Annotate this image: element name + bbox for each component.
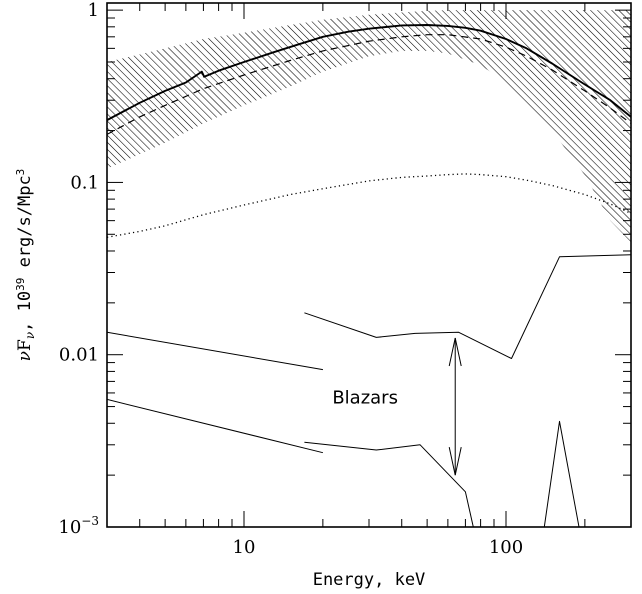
y-tick-label: 1 [88, 0, 99, 21]
y-label-sub: ν [23, 332, 37, 339]
blazars-annotation: Blazars [332, 388, 398, 409]
y-tick-label: 0.1 [70, 172, 99, 193]
y-label-unit-exp: 3 [14, 169, 27, 176]
y-axis-label: νFν, 1039 erg/s/Mpc3 [14, 169, 37, 362]
y-label-mid: , 10 [15, 291, 35, 332]
x-tick-label: 100 [489, 537, 523, 558]
y-label-unit: erg/s/Mpc [15, 175, 35, 277]
x-axis-label: Energy, keV [313, 570, 426, 590]
x-tick-label: 10 [233, 537, 256, 558]
y-tick-label: 0.01 [59, 345, 99, 366]
y-label-nu: ν [15, 351, 35, 361]
y-label-exp: 39 [14, 278, 27, 291]
y-label-F: F [15, 339, 35, 351]
